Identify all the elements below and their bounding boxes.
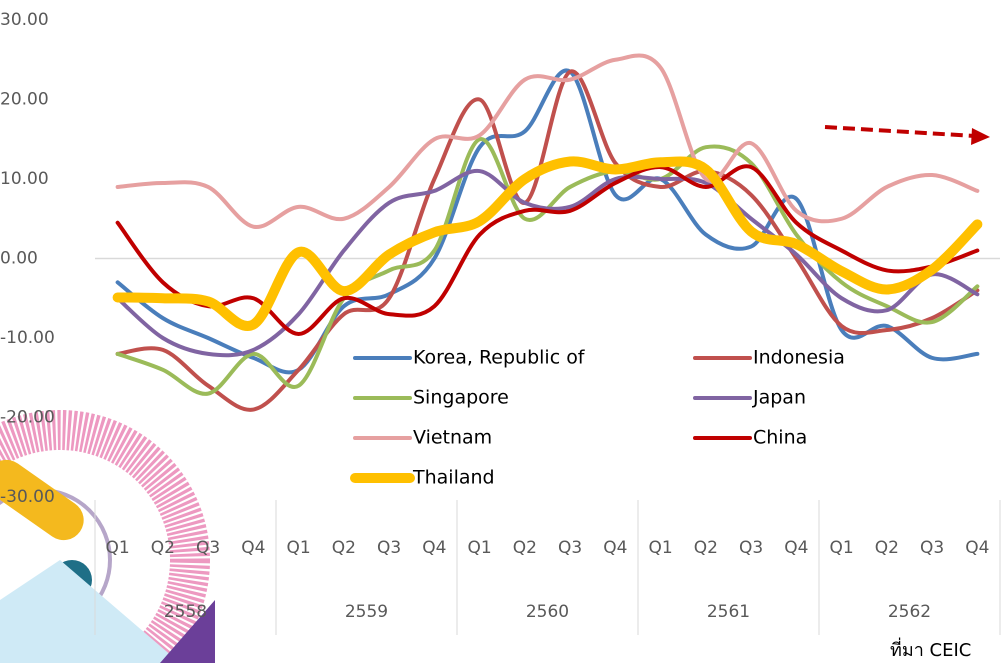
x-tick-label: Q3: [377, 538, 401, 558]
series-line: [115, 137, 980, 396]
x-tick-label: Q1: [830, 538, 854, 558]
x-tick-label: Q3: [196, 538, 220, 558]
series-line: [115, 169, 980, 358]
x-group-label: 2562: [888, 602, 931, 622]
x-tick-label: Q4: [784, 538, 808, 558]
series-line: [115, 164, 980, 337]
x-tick-label: Q3: [558, 538, 582, 558]
y-tick-label: 30.00: [0, 10, 49, 30]
series-line: [115, 68, 980, 375]
x-group-label: 2561: [707, 602, 750, 622]
legend-label: China: [753, 427, 807, 449]
legend-label: Indonesia: [753, 347, 845, 369]
legend-label: Korea, Republic of: [413, 347, 586, 369]
x-tick-label: Q1: [649, 538, 673, 558]
decoration: [0, 410, 215, 663]
x-tick-label: Q1: [106, 538, 130, 558]
x-tick-label: Q1: [468, 538, 492, 558]
x-tick-label: Q4: [965, 538, 989, 558]
x-tick-label: Q4: [241, 538, 265, 558]
series-line: [115, 69, 980, 412]
x-tick-label: Q2: [513, 538, 537, 558]
y-tick-label: -10.00: [0, 328, 55, 348]
legend-label: Vietnam: [413, 427, 492, 449]
source: ที่มา CEIC: [890, 637, 971, 661]
series-line: [115, 53, 980, 229]
x-tick-label: Q2: [875, 538, 899, 558]
legend-label: Thailand: [412, 467, 495, 489]
x-group-label: 2558: [164, 602, 207, 622]
legend-label: Singapore: [413, 387, 509, 409]
x-tick-label: Q2: [332, 538, 356, 558]
legend-label: Japan: [752, 387, 806, 409]
y-tick-label: 10.00: [0, 169, 49, 189]
x-tick-label: Q1: [287, 538, 311, 558]
x-group-label: 2560: [526, 602, 569, 622]
x-tick-label: Q2: [151, 538, 175, 558]
x-tick-label: Q3: [920, 538, 944, 558]
y-tick-label: 0.00: [0, 249, 38, 269]
x-tick-label: Q4: [422, 538, 446, 558]
x-group-label: 2559: [345, 602, 388, 622]
series-line: [112, 156, 983, 331]
y-tick-label: -30.00: [0, 487, 55, 507]
y-tick-label: 20.00: [0, 90, 49, 110]
y-tick-label: -20.00: [0, 408, 55, 428]
x-tick-label: Q4: [603, 538, 627, 558]
arrow: [824, 125, 990, 145]
x-tick-label: Q3: [739, 538, 763, 558]
x-tick-label: Q2: [694, 538, 718, 558]
